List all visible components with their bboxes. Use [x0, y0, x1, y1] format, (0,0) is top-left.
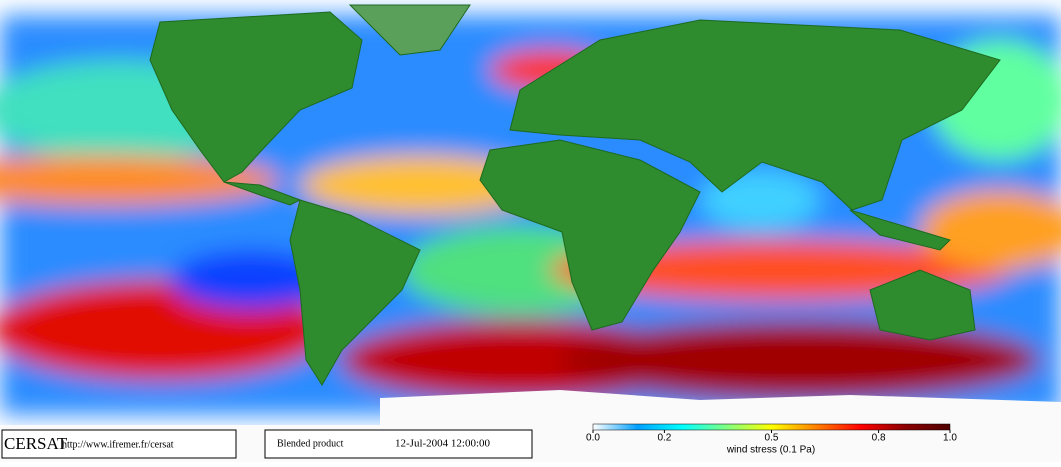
colorbar-tick-label: 0.8	[872, 433, 886, 444]
colorbar-tick-label: 0.5	[765, 433, 779, 444]
field-blob	[300, 155, 540, 215]
eurasia	[509, 19, 1001, 211]
australia	[869, 269, 976, 341]
credit-box	[1, 429, 237, 459]
greenland	[348, 4, 471, 56]
field-blob	[0, 155, 280, 205]
north-america	[149, 11, 363, 183]
colorbar-tick-label: 0.0	[586, 433, 600, 444]
field-blob	[920, 190, 1061, 270]
url: http://www.ifremer.fr/cersat	[62, 439, 174, 450]
info-box	[264, 429, 533, 459]
timestamp: 12-Jul-2004 12:00:00	[395, 438, 491, 450]
south-america	[289, 199, 421, 386]
indonesia	[849, 209, 951, 251]
field-blob	[560, 320, 1040, 400]
central-america	[223, 181, 302, 206]
colorbar-label: wind stress (0.1 Pa)	[726, 445, 815, 456]
field-blob	[170, 250, 330, 310]
colorbar-tick-label: 0.2	[657, 433, 671, 444]
continents	[149, 4, 1001, 386]
product: Blended product	[277, 438, 344, 449]
africa	[479, 139, 701, 331]
colorbar	[592, 423, 951, 431]
colorbar-tick-label: 1.0	[943, 433, 957, 444]
logo: CERSAT	[4, 434, 68, 453]
